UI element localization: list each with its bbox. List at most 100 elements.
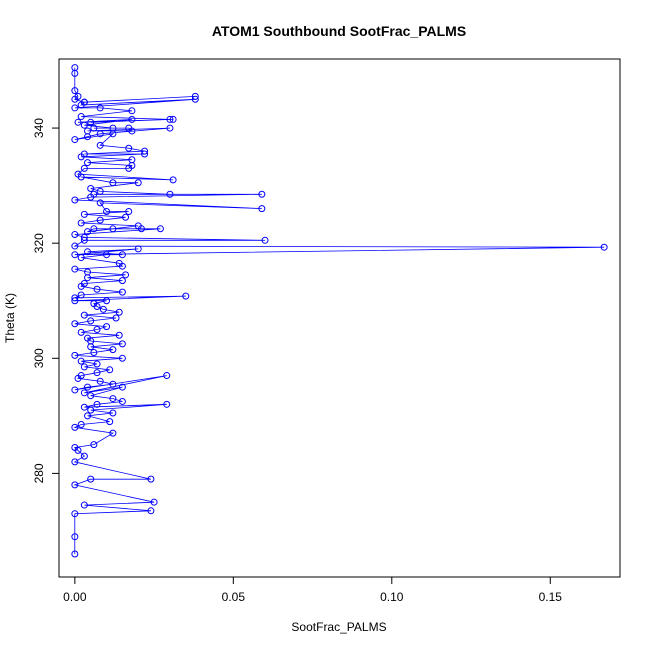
data-point <box>77 173 85 181</box>
data-point <box>80 210 88 218</box>
x-tick-label: 0.00 <box>63 590 87 604</box>
data-point <box>125 164 133 172</box>
data-point <box>84 228 92 236</box>
data-point <box>103 297 111 305</box>
data-point <box>87 118 95 126</box>
data-point <box>93 326 101 334</box>
y-tick-label: 320 <box>32 233 46 253</box>
y-axis: 280 300 320 340 <box>32 118 60 483</box>
data-point <box>99 305 107 313</box>
data-point <box>118 383 126 391</box>
data-point <box>77 420 85 428</box>
data-point <box>71 458 79 466</box>
data-point <box>147 475 155 483</box>
x-axis: 0.00 0.05 0.10 0.15 <box>63 576 563 604</box>
data-point <box>77 254 85 262</box>
data-point <box>118 277 126 285</box>
data-point <box>71 423 79 431</box>
data-point <box>96 104 104 112</box>
data-point <box>128 107 136 115</box>
data-point <box>96 187 104 195</box>
data-point <box>109 380 117 388</box>
data-point <box>71 251 79 259</box>
y-tick-label: 340 <box>32 118 46 138</box>
x-tick-label: 0.05 <box>222 590 246 604</box>
data-point <box>77 101 85 109</box>
data-point <box>84 412 92 420</box>
data-point <box>600 243 608 251</box>
data-point <box>137 225 145 233</box>
data-point <box>74 446 82 454</box>
data-point <box>96 377 104 385</box>
y-axis-label: Theta (K) <box>3 293 17 343</box>
data-point <box>90 124 98 132</box>
data-point <box>128 127 136 135</box>
data-point <box>169 115 177 123</box>
data-point <box>125 144 133 152</box>
data-point <box>103 251 111 259</box>
data-point <box>109 225 117 233</box>
data-point <box>90 349 98 357</box>
data-point <box>80 236 88 244</box>
chart-title: ATOM1 Southbound SootFrac_PALMS <box>212 23 466 39</box>
data-point <box>141 150 149 158</box>
data-point <box>84 159 92 167</box>
x-axis-label: SootFrac_PALMS <box>291 620 386 634</box>
data-point <box>84 133 92 141</box>
data-point <box>87 392 95 400</box>
data-point <box>71 386 79 394</box>
data-point <box>90 225 98 233</box>
data-point <box>122 271 130 279</box>
data-point <box>109 346 117 354</box>
data-point <box>80 121 88 129</box>
data-point <box>71 351 79 359</box>
data-point <box>71 242 79 250</box>
data-point <box>118 340 126 348</box>
data-point <box>74 118 82 126</box>
data-point <box>80 363 88 371</box>
data-point <box>77 291 85 299</box>
data-point <box>147 507 155 515</box>
data-point <box>258 205 266 213</box>
data-point <box>109 130 117 138</box>
data-point <box>87 475 95 483</box>
y-tick-label: 280 <box>32 463 46 483</box>
data-point <box>71 481 79 489</box>
data-point <box>80 311 88 319</box>
data-point <box>84 248 92 256</box>
data-point <box>156 225 164 233</box>
data-point <box>103 323 111 331</box>
data-point <box>84 274 92 282</box>
data-point <box>80 403 88 411</box>
data-point <box>93 360 101 368</box>
data-point <box>71 294 79 302</box>
data-point <box>84 383 92 391</box>
data-point <box>109 395 117 403</box>
data-point <box>71 95 79 103</box>
data-point <box>71 136 79 144</box>
data-point <box>90 441 98 449</box>
data-point <box>71 87 79 95</box>
data-point <box>115 331 123 339</box>
data-point <box>80 389 88 397</box>
data-point <box>71 510 79 518</box>
data-point <box>96 199 104 207</box>
data-point <box>71 231 79 239</box>
data-point <box>93 302 101 310</box>
data-point <box>87 185 95 192</box>
data-point <box>71 69 79 77</box>
data-point <box>80 501 88 509</box>
y-tick-label: 300 <box>32 348 46 368</box>
data-point <box>71 533 79 541</box>
series-connecting-line <box>73 67 605 554</box>
series-points <box>71 64 608 558</box>
x-tick-label: 0.15 <box>539 590 563 604</box>
data-point <box>166 124 174 132</box>
data-point <box>118 354 126 362</box>
data-point <box>141 147 149 155</box>
x-tick-label: 0.10 <box>380 590 404 604</box>
data-point <box>77 357 85 365</box>
data-point <box>71 320 79 328</box>
